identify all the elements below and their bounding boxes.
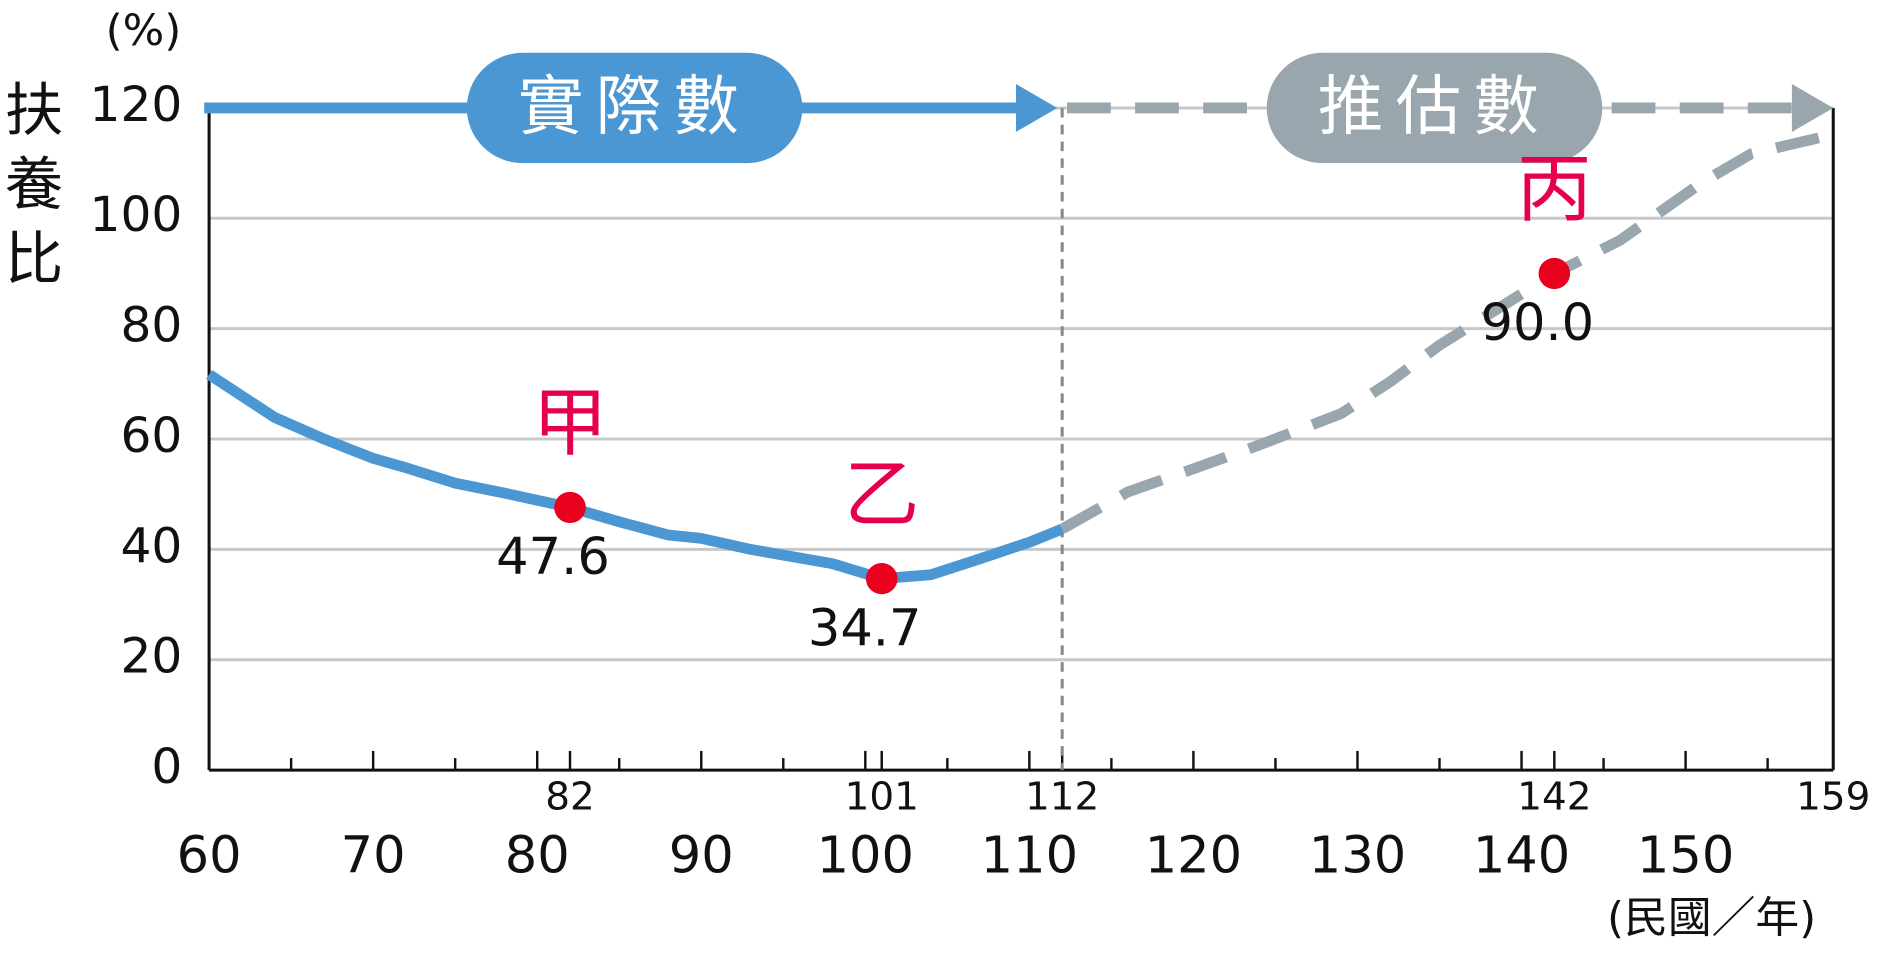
x-tick-label: 130 (1309, 826, 1406, 885)
y-tick-label: 120 (90, 77, 183, 133)
x-tick-label: 120 (1145, 826, 1242, 885)
x-highlight-label: 159 (1796, 775, 1870, 820)
marker-value: 34.7 (808, 599, 922, 658)
marker-point (865, 563, 898, 595)
y-tick-label: 100 (90, 188, 183, 244)
series-line (1059, 129, 1835, 534)
y-tick-label: 80 (120, 298, 182, 354)
legend-arrowhead (1791, 83, 1834, 132)
x-tick-label: 80 (505, 826, 570, 885)
x-tick-label: 150 (1637, 826, 1734, 885)
x-highlight-label: 82 (545, 775, 594, 820)
x-tick-label: 70 (341, 826, 406, 885)
x-tick-label: 90 (669, 826, 734, 885)
x-tick-label: 100 (817, 826, 914, 885)
y-unit: (%) (106, 6, 182, 56)
y-tick-label: 20 (120, 629, 182, 685)
x-highlight-label: 101 (845, 775, 919, 820)
legend-arrowhead (1015, 83, 1058, 132)
x-tick-label: 60 (177, 826, 242, 885)
legend-pill (1266, 52, 1603, 164)
y-axis-label: 扶養比 (5, 76, 63, 292)
marker-point (554, 491, 586, 524)
x-unit: (民國／年) (1607, 894, 1816, 944)
legend-pill (466, 52, 803, 164)
marker-point (1538, 257, 1571, 290)
x-highlight-label: 142 (1517, 775, 1591, 820)
x-tick-label: 110 (981, 826, 1078, 885)
marker-value: 90.0 (1480, 293, 1594, 352)
legend-label: 實際數 (518, 69, 751, 144)
y-tick-label: 40 (120, 519, 182, 575)
marker-label: 丙 (1517, 146, 1592, 232)
x-tick-label: 140 (1473, 826, 1570, 885)
marker-label: 甲 (532, 380, 607, 466)
marker-label: 乙 (844, 451, 919, 537)
marker-value: 47.6 (496, 527, 610, 586)
x-highlight-label: 112 (1025, 775, 1099, 820)
y-tick-label: 60 (120, 408, 182, 464)
y-tick-label: 0 (151, 739, 182, 795)
legend-label: 推估數 (1318, 69, 1551, 144)
series-line (206, 369, 1065, 585)
